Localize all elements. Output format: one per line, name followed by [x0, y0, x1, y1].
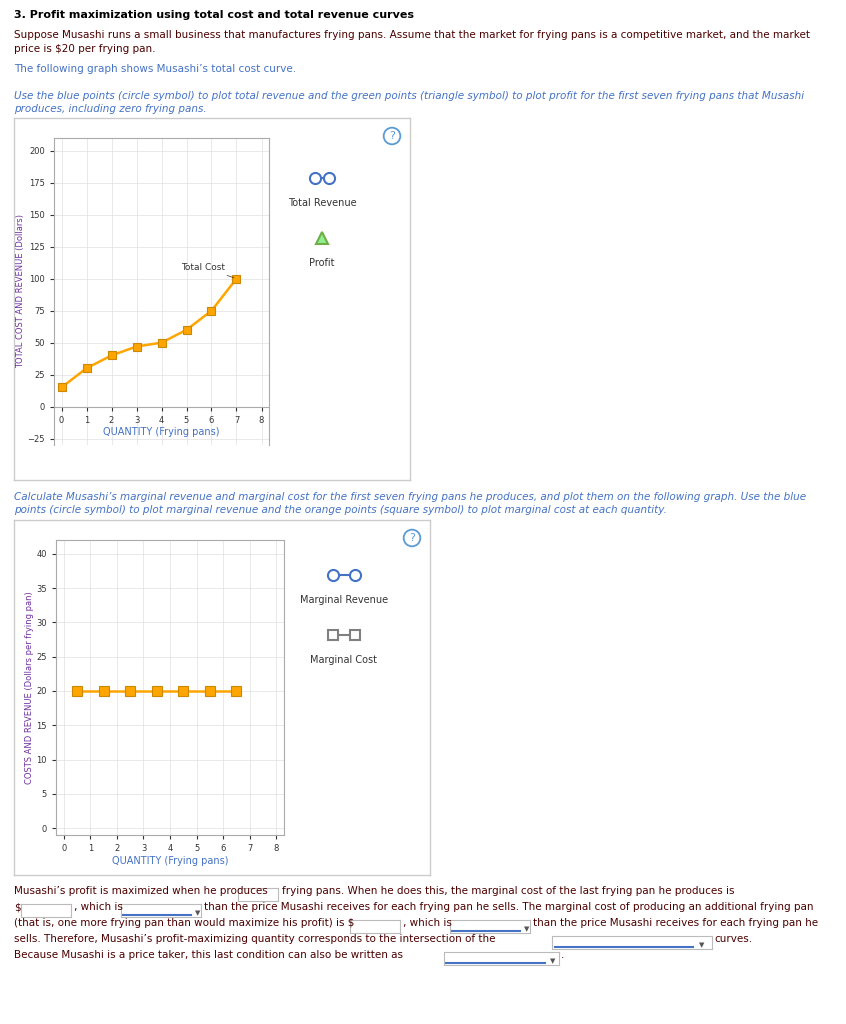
Text: Marginal Revenue: Marginal Revenue	[300, 595, 388, 605]
Text: ?: ?	[409, 534, 415, 543]
Y-axis label: TOTAL COST AND REVENUE (Dollars): TOTAL COST AND REVENUE (Dollars)	[16, 214, 25, 369]
Text: produces, including zero frying pans.: produces, including zero frying pans.	[14, 104, 206, 114]
Text: Use the blue points (circle symbol) to plot total revenue and the green points (: Use the blue points (circle symbol) to p…	[14, 91, 805, 101]
Text: Suppose Musashi runs a small business that manufactures frying pans. Assume that: Suppose Musashi runs a small business th…	[14, 30, 810, 40]
Text: .: .	[561, 950, 564, 961]
Text: $: $	[14, 902, 20, 912]
Y-axis label: COSTS AND REVENUE (Dollars per frying pan): COSTS AND REVENUE (Dollars per frying pa…	[25, 591, 34, 784]
Text: 3. Profit maximization using total cost and total revenue curves: 3. Profit maximization using total cost …	[14, 10, 414, 20]
Text: Marginal Cost: Marginal Cost	[310, 655, 377, 665]
Text: than the price Musashi receives for each frying pan he sells. The marginal cost : than the price Musashi receives for each…	[204, 902, 814, 912]
Text: , which is: , which is	[74, 902, 123, 912]
X-axis label: QUANTITY (Frying pans): QUANTITY (Frying pans)	[112, 856, 228, 866]
Text: ▼: ▼	[524, 926, 529, 932]
Text: sells. Therefore, Musashi’s profit-maximizing quantity corresponds to the inters: sells. Therefore, Musashi’s profit-maxim…	[14, 934, 496, 944]
Text: ▼: ▼	[195, 910, 200, 916]
Text: than the price Musashi receives for each frying pan he: than the price Musashi receives for each…	[533, 918, 818, 928]
Text: curves.: curves.	[714, 934, 752, 944]
Text: ▼: ▼	[550, 958, 555, 965]
X-axis label: QUANTITY (Frying pans): QUANTITY (Frying pans)	[103, 427, 220, 437]
Text: points (circle symbol) to plot marginal revenue and the orange points (square sy: points (circle symbol) to plot marginal …	[14, 505, 667, 515]
Text: Because Musashi is a price taker, this last condition can also be written as: Because Musashi is a price taker, this l…	[14, 950, 403, 961]
Text: Musashi’s profit is maximized when he produces: Musashi’s profit is maximized when he pr…	[14, 886, 267, 896]
Text: Total Revenue: Total Revenue	[288, 198, 356, 208]
Text: ?: ?	[389, 131, 395, 141]
Text: Total Cost: Total Cost	[182, 263, 233, 278]
Text: Profit: Profit	[310, 258, 335, 268]
Text: (that is, one more frying pan than would maximize his profit) is $: (that is, one more frying pan than would…	[14, 918, 354, 928]
Text: The following graph shows Musashi’s total cost curve.: The following graph shows Musashi’s tota…	[14, 63, 296, 74]
Text: ▼: ▼	[699, 942, 705, 948]
Text: , which is: , which is	[403, 918, 452, 928]
Text: frying pans. When he does this, the marginal cost of the last frying pan he prod: frying pans. When he does this, the marg…	[282, 886, 734, 896]
Text: Calculate Musashi’s marginal revenue and marginal cost for the first seven fryin: Calculate Musashi’s marginal revenue and…	[14, 492, 806, 502]
Text: price is $20 per frying pan.: price is $20 per frying pan.	[14, 44, 156, 54]
